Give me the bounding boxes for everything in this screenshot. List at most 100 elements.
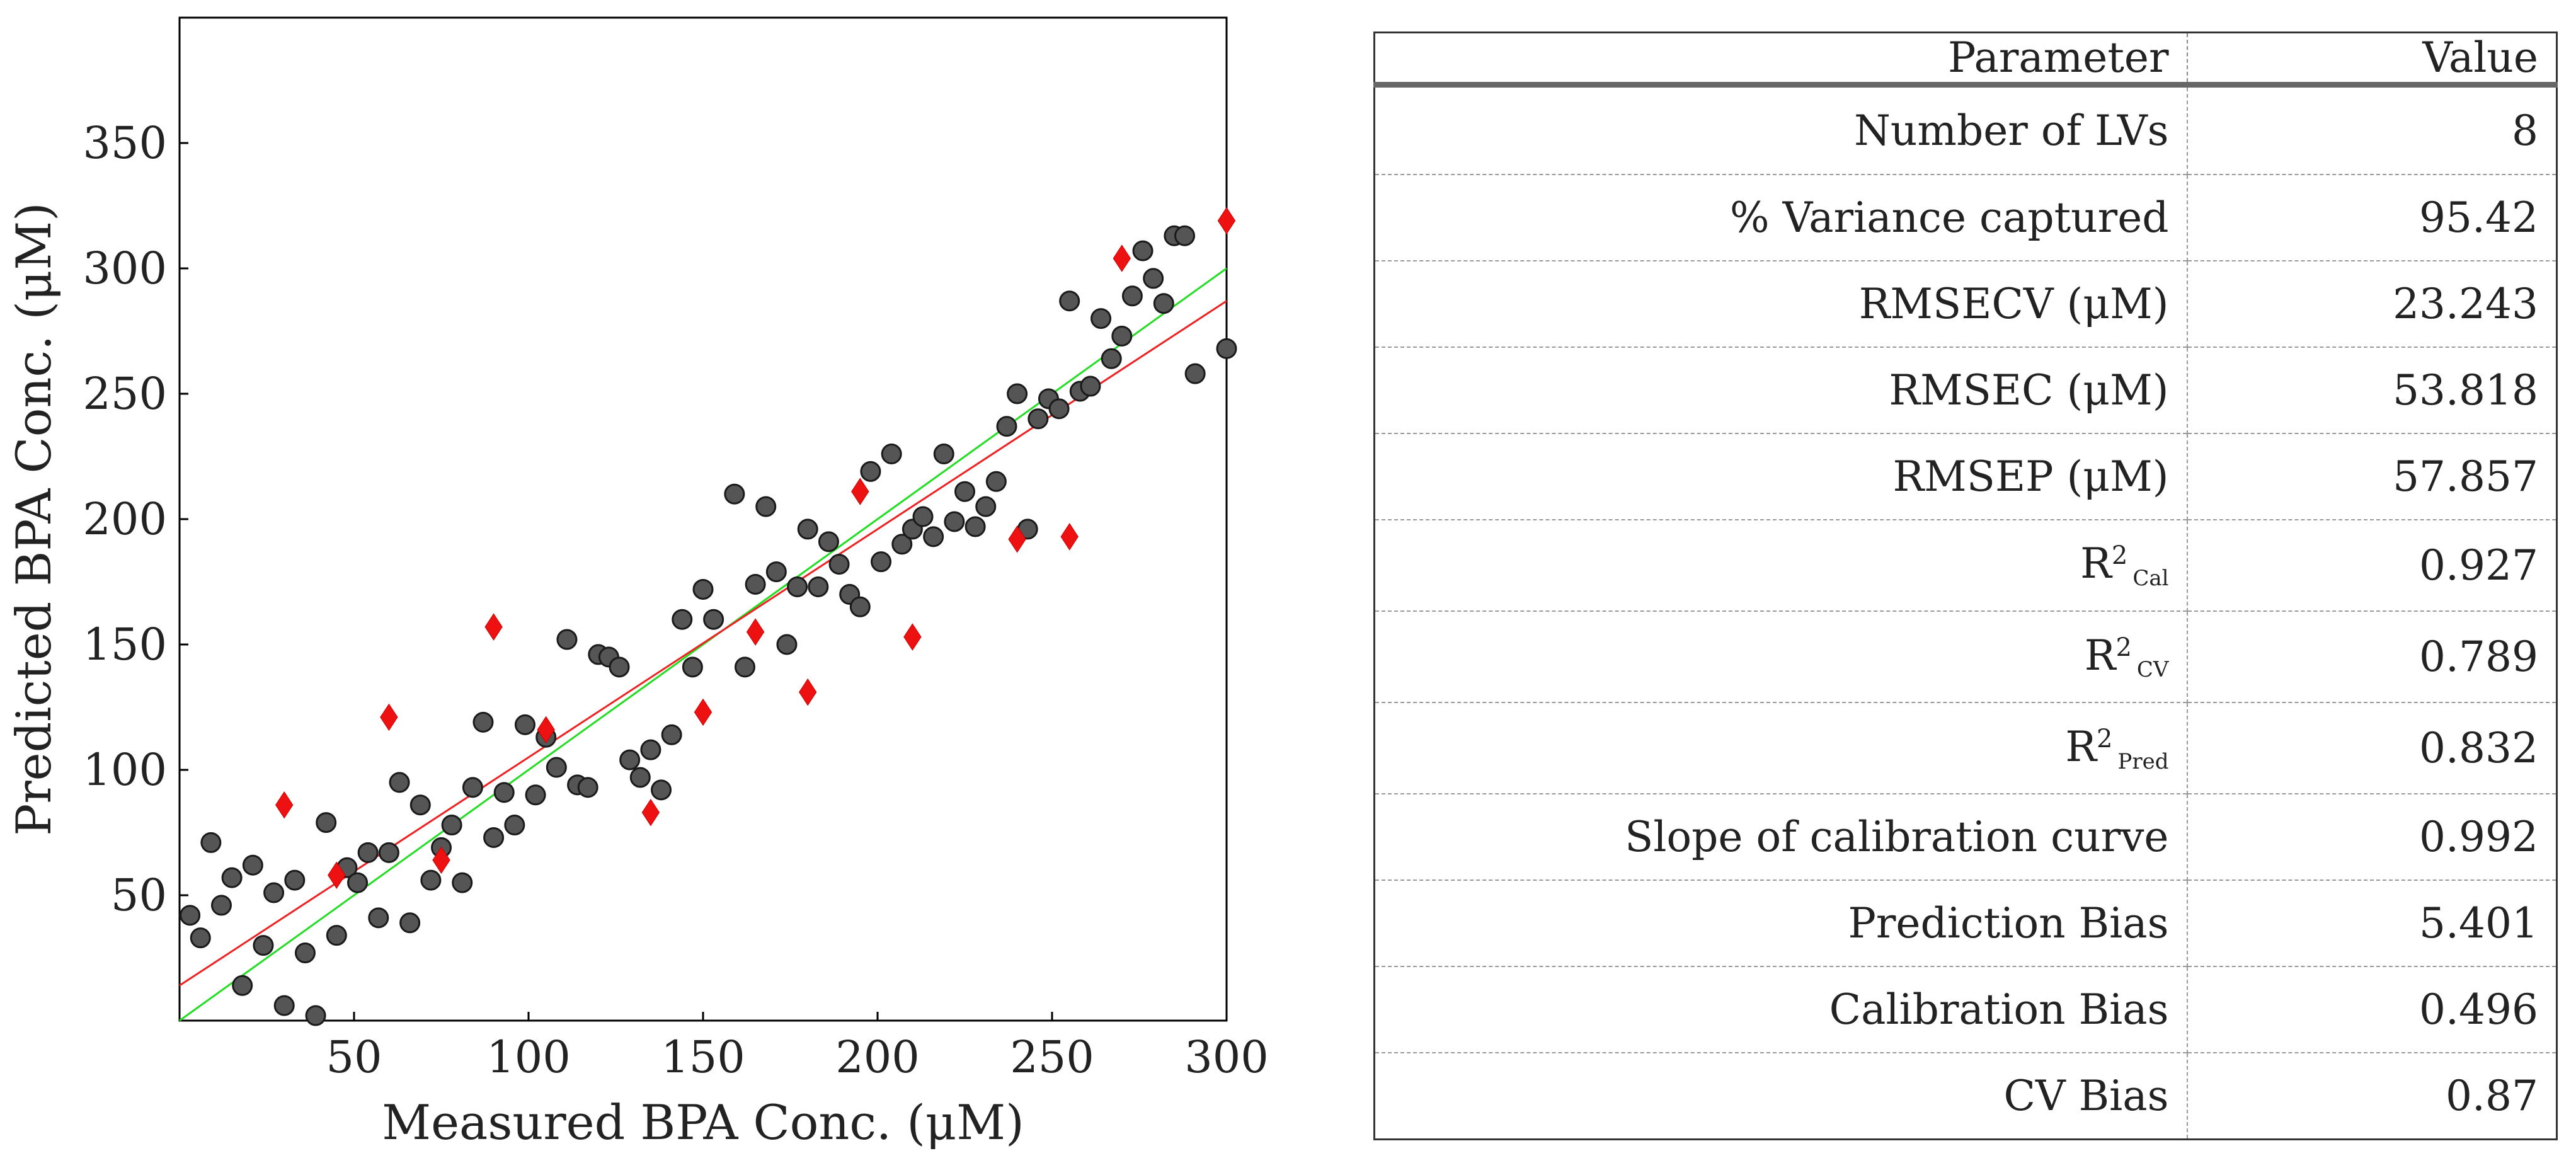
calibration-point — [619, 749, 641, 771]
x-tick-label: 150 — [661, 1031, 745, 1083]
x-tick-label: 50 — [326, 1031, 382, 1083]
prediction-point — [275, 791, 294, 819]
param-sub: CV — [2136, 657, 2169, 683]
calibration-point — [1059, 290, 1080, 312]
param-base: R — [2080, 539, 2112, 588]
calibration-point — [745, 573, 766, 595]
prediction-point — [746, 618, 765, 646]
x-tick-label: 200 — [835, 1031, 920, 1083]
calibration-point — [755, 496, 777, 517]
calibration-point — [933, 444, 954, 465]
calibration-point — [703, 609, 724, 630]
prediction-point — [328, 861, 346, 889]
table-row: R2Cal 0.927 — [1374, 518, 2557, 611]
calibration-point — [556, 629, 578, 650]
calibration-point — [389, 772, 410, 793]
calibration-point — [504, 815, 525, 836]
table-row: RMSEC (μM) 53.818 — [1374, 346, 2557, 433]
param-cell: RMSEC (μM) — [1374, 346, 2188, 433]
y-tick-label: 300 — [83, 243, 167, 294]
value-cell: 23.243 — [2187, 260, 2557, 347]
calibration-point — [954, 481, 975, 502]
calibration-point — [190, 927, 211, 949]
calibration-point — [284, 869, 306, 891]
prediction-point — [851, 478, 869, 505]
calibration-point — [378, 842, 399, 863]
table-row: RMSEP (μM) 57.857 — [1374, 432, 2557, 520]
calibration-point — [180, 905, 201, 926]
value-cell: 57.857 — [2187, 432, 2557, 520]
calibration-point — [1121, 285, 1143, 307]
x-tick-label: 300 — [1184, 1031, 1269, 1083]
calibration-point — [399, 912, 421, 934]
calibration-point — [881, 444, 902, 465]
param-cell: R2CV — [1374, 610, 2188, 703]
value-cell: 0.832 — [2187, 702, 2557, 794]
calibration-point — [273, 995, 295, 1016]
calibration-point — [200, 832, 222, 853]
calibration-point — [347, 872, 369, 893]
calibration-point — [1111, 325, 1133, 347]
calibration-point — [629, 767, 651, 788]
calibration-point — [210, 895, 232, 916]
x-axis-label: Measured BPA Conc. (μM) — [382, 1094, 1024, 1150]
table-row: RMSECV (μM) 23.243 — [1374, 260, 2557, 347]
calibration-point — [651, 779, 672, 801]
value-cell: 0.992 — [2187, 793, 2557, 881]
param-cell: Number of LVs — [1374, 84, 2188, 175]
param-cell: R2Pred — [1374, 702, 2188, 794]
calibration-point — [923, 526, 944, 547]
x-tick-label: 100 — [486, 1031, 571, 1083]
prediction-point — [1008, 525, 1026, 553]
calibration-point — [944, 511, 965, 532]
table-row: R2CV 0.789 — [1374, 610, 2557, 703]
calibration-point — [1216, 338, 1237, 359]
table-row: CV Bias 0.87 — [1374, 1051, 2557, 1140]
calibration-point — [985, 471, 1007, 492]
calibration-point — [871, 551, 892, 573]
calibration-point — [1184, 363, 1206, 384]
param-cell: RMSECV (μM) — [1374, 260, 2188, 347]
calibration-point — [1132, 240, 1153, 261]
table-row: Number of LVs 8 — [1374, 84, 2557, 175]
value-cell: 0.927 — [2187, 518, 2557, 611]
prediction-point — [903, 623, 922, 651]
calibration-point — [849, 596, 871, 617]
param-base: R — [2084, 631, 2116, 680]
calibration-point — [493, 782, 515, 803]
calibration-point — [1080, 375, 1101, 397]
param-sup: 2 — [2115, 633, 2132, 662]
calibration-point — [1028, 408, 1049, 430]
calibration-point — [294, 942, 316, 964]
calibration-point — [975, 496, 997, 517]
table-row: % Variance captured 95.42 — [1374, 174, 2557, 261]
calibration-point — [640, 739, 661, 760]
value-cell: 53.818 — [2187, 346, 2557, 433]
calibration-point — [316, 812, 337, 834]
prediction-point — [537, 716, 555, 744]
calibration-point — [724, 483, 745, 505]
calibration-point — [765, 561, 787, 583]
calibration-point — [462, 777, 483, 798]
prediction-point — [380, 703, 398, 731]
calibration-point — [525, 784, 546, 806]
table-row: Slope of calibration curve 0.992 — [1374, 793, 2557, 881]
calibration-point — [546, 757, 567, 778]
value-cell: 8 — [2512, 106, 2538, 156]
table-row: Calibration Bias 0.496 — [1374, 965, 2557, 1053]
calibration-point — [682, 656, 703, 678]
calibration-point — [441, 815, 462, 836]
chart-svg: 50 100 150 200 250 300 50 100 150 200 250 300 350 M… — [6, 16, 1269, 1150]
param-sup: 2 — [2097, 724, 2113, 753]
calibration-point — [1153, 293, 1174, 314]
calibration-point — [692, 578, 714, 600]
calibration-point — [1048, 398, 1070, 420]
prediction-point — [1060, 523, 1079, 551]
calibration-point — [734, 656, 755, 678]
calibration-point — [420, 869, 442, 891]
calibration-point — [305, 1005, 326, 1026]
value-cell: 5.401 — [2187, 879, 2557, 966]
param-cell: Slope of calibration curve — [1374, 793, 2188, 881]
calibration-point — [221, 867, 243, 888]
y-axis-label: Predicted BPA Conc. (μM) — [6, 202, 62, 836]
